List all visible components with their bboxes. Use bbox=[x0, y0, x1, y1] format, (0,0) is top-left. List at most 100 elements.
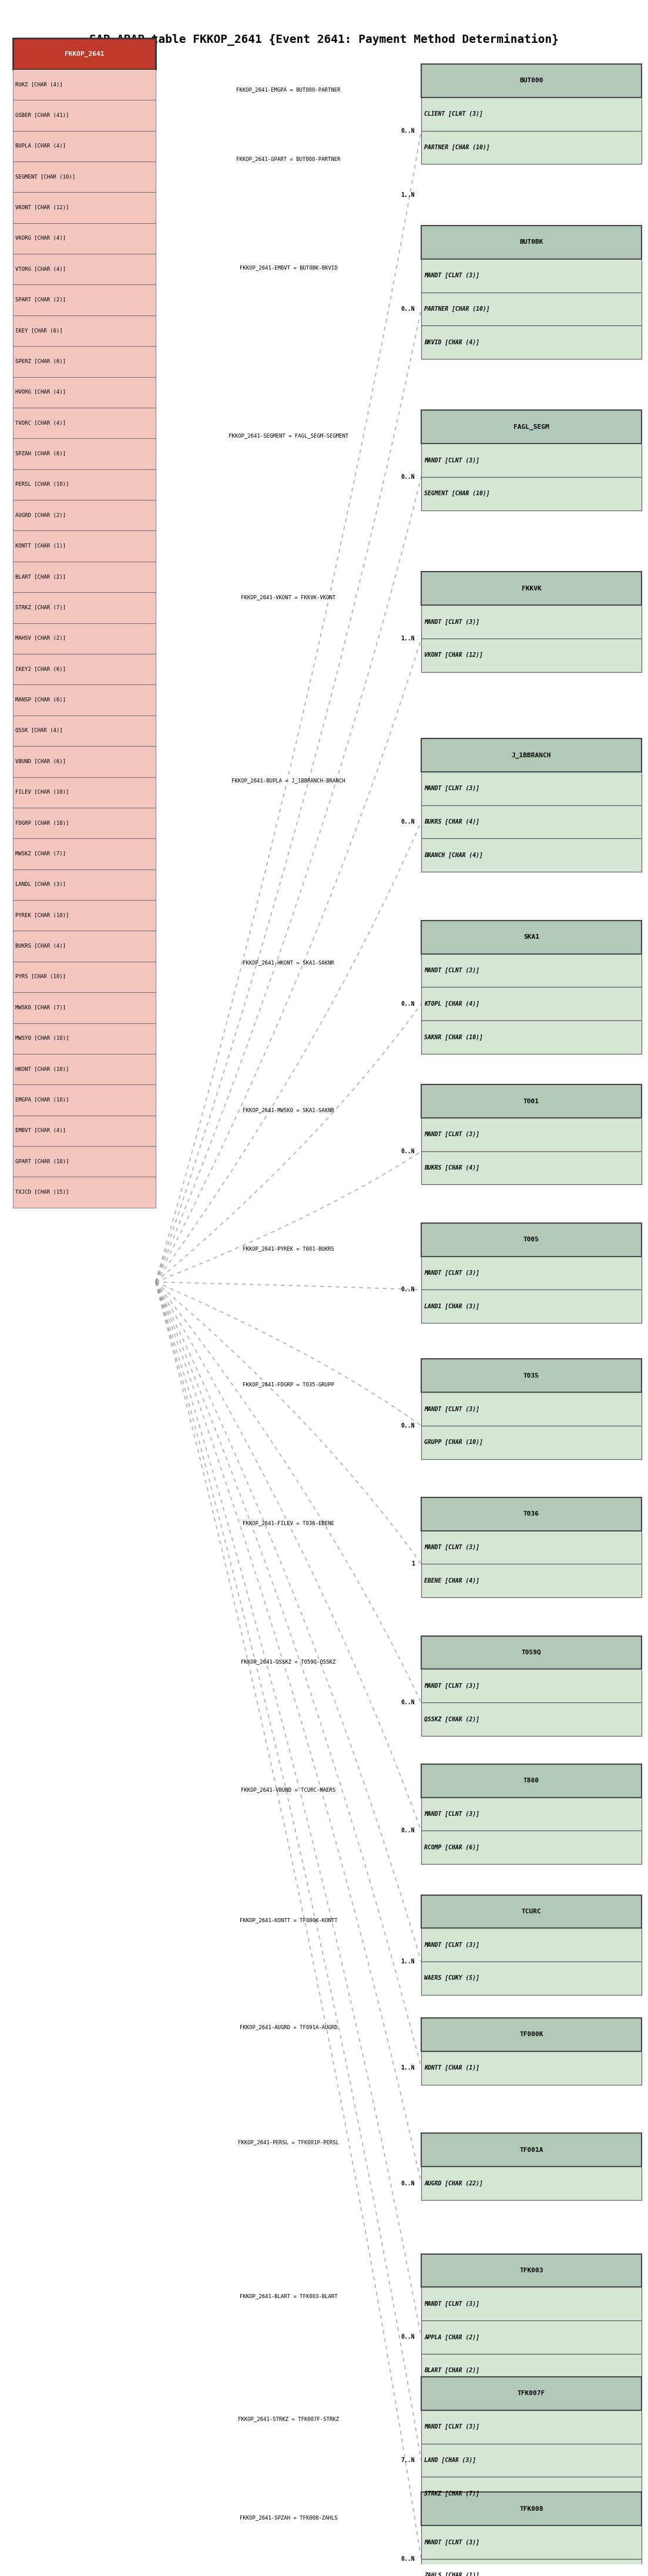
Text: 0..N: 0..N bbox=[401, 819, 415, 824]
FancyBboxPatch shape bbox=[421, 2321, 642, 2354]
FancyBboxPatch shape bbox=[13, 837, 156, 868]
Text: MANDT [CLNT (3)]: MANDT [CLNT (3)] bbox=[424, 969, 480, 974]
Text: FKKOP_2641-FDGRP = T035-GRUPP: FKKOP_2641-FDGRP = T035-GRUPP bbox=[242, 1381, 334, 1386]
Text: MWSK0 [CHAR (7)]: MWSK0 [CHAR (7)] bbox=[16, 1005, 66, 1010]
Text: SAP ABAP table FKKOP_2641 {Event 2641: Payment Method Determination}: SAP ABAP table FKKOP_2641 {Event 2641: P… bbox=[89, 33, 559, 46]
FancyBboxPatch shape bbox=[13, 100, 156, 131]
Text: MANDT [CLNT (3)]: MANDT [CLNT (3)] bbox=[424, 618, 480, 626]
Text: MANDT [CLNT (3)]: MANDT [CLNT (3)] bbox=[424, 1546, 480, 1551]
Text: CLIENT [CLNT (3)]: CLIENT [CLNT (3)] bbox=[424, 111, 483, 116]
Text: 0..N: 0..N bbox=[401, 129, 415, 134]
Text: RCOMP [CHAR (6)]: RCOMP [CHAR (6)] bbox=[424, 1844, 480, 1850]
Text: 0..N: 0..N bbox=[401, 1422, 415, 1430]
FancyBboxPatch shape bbox=[421, 2524, 642, 2558]
FancyBboxPatch shape bbox=[13, 407, 156, 438]
Text: EBENE [CHAR (4)]: EBENE [CHAR (4)] bbox=[424, 1577, 480, 1584]
FancyBboxPatch shape bbox=[421, 2287, 642, 2321]
Text: MANDT [CLNT (3)]: MANDT [CLNT (3)] bbox=[424, 1811, 480, 1816]
Text: FILEV [CHAR (10)]: FILEV [CHAR (10)] bbox=[16, 791, 69, 796]
FancyBboxPatch shape bbox=[421, 1636, 642, 1669]
Text: MANDT [CLNT (3)]: MANDT [CLNT (3)] bbox=[424, 786, 480, 791]
FancyBboxPatch shape bbox=[421, 443, 642, 477]
Text: FAGL_SEGM: FAGL_SEGM bbox=[513, 425, 550, 430]
Text: 0..N: 0..N bbox=[401, 2179, 415, 2187]
Text: GRUPP [CHAR (10)]: GRUPP [CHAR (10)] bbox=[424, 1440, 483, 1445]
Text: PYREK [CHAR (10)]: PYREK [CHAR (10)] bbox=[16, 912, 69, 917]
Text: FKKOP_2641-GPART = BUT000-PARTNER: FKKOP_2641-GPART = BUT000-PARTNER bbox=[237, 157, 340, 162]
FancyBboxPatch shape bbox=[13, 70, 156, 100]
FancyBboxPatch shape bbox=[421, 227, 642, 260]
Text: TXJCD [CHAR (15)]: TXJCD [CHAR (15)] bbox=[16, 1190, 69, 1195]
Text: HVORG [CHAR (4)]: HVORG [CHAR (4)] bbox=[16, 389, 66, 394]
Text: TCURC: TCURC bbox=[522, 1909, 541, 1914]
FancyBboxPatch shape bbox=[421, 131, 642, 165]
Text: KONTT [CHAR (1)]: KONTT [CHAR (1)] bbox=[16, 544, 66, 549]
Text: TVORC [CHAR (4)]: TVORC [CHAR (4)] bbox=[16, 420, 66, 425]
Text: 0..N: 0..N bbox=[401, 1149, 415, 1154]
Text: BUT000: BUT000 bbox=[520, 77, 543, 82]
FancyBboxPatch shape bbox=[421, 2133, 642, 2166]
FancyBboxPatch shape bbox=[13, 376, 156, 407]
FancyBboxPatch shape bbox=[421, 605, 642, 639]
Text: FKKOP_2641-BLART = TFK003-BLART: FKKOP_2641-BLART = TFK003-BLART bbox=[239, 2293, 338, 2298]
FancyBboxPatch shape bbox=[13, 39, 156, 70]
Text: FKKOP_2641-VBUND = TCURC-MAERS: FKKOP_2641-VBUND = TCURC-MAERS bbox=[241, 1788, 336, 1793]
Text: BLART [CHAR (2)]: BLART [CHAR (2)] bbox=[16, 574, 66, 580]
Text: MANDT [CLNT (3)]: MANDT [CLNT (3)] bbox=[424, 2300, 480, 2308]
FancyBboxPatch shape bbox=[13, 809, 156, 837]
Text: T001: T001 bbox=[524, 1097, 539, 1105]
Text: LANDL [CHAR (3)]: LANDL [CHAR (3)] bbox=[16, 881, 66, 886]
FancyBboxPatch shape bbox=[13, 531, 156, 562]
Text: 0..N: 0..N bbox=[401, 1829, 415, 1834]
Text: MANDT [CLNT (3)]: MANDT [CLNT (3)] bbox=[424, 1406, 480, 1412]
Text: BUPLA [CHAR (4)]: BUPLA [CHAR (4)] bbox=[16, 144, 66, 149]
Text: BKVID [CHAR (4)]: BKVID [CHAR (4)] bbox=[424, 340, 480, 345]
Text: FKKOP_2641-STRKZ = TFK007F-STRKZ: FKKOP_2641-STRKZ = TFK007F-STRKZ bbox=[238, 2416, 339, 2421]
Text: KTOPL [CHAR (4)]: KTOPL [CHAR (4)] bbox=[424, 1002, 480, 1007]
FancyBboxPatch shape bbox=[421, 2354, 642, 2388]
Text: 0..N: 0..N bbox=[401, 307, 415, 312]
FancyBboxPatch shape bbox=[13, 992, 156, 1023]
FancyBboxPatch shape bbox=[13, 469, 156, 500]
Text: SPZAH [CHAR (6)]: SPZAH [CHAR (6)] bbox=[16, 451, 66, 456]
Text: 1: 1 bbox=[411, 1561, 415, 1566]
FancyBboxPatch shape bbox=[13, 1084, 156, 1115]
Text: MWSKZ [CHAR (7)]: MWSKZ [CHAR (7)] bbox=[16, 850, 66, 855]
Text: FKKOP_2641-AUGRD = TF091A-AUGRD: FKKOP_2641-AUGRD = TF091A-AUGRD bbox=[239, 2025, 338, 2030]
Text: FKKOP_2641-EMGPA = BUT000-PARTNER: FKKOP_2641-EMGPA = BUT000-PARTNER bbox=[237, 88, 340, 93]
Text: FKKVK: FKKVK bbox=[522, 585, 541, 592]
Text: T005: T005 bbox=[524, 1236, 539, 1242]
Text: VTORG [CHAR (4)]: VTORG [CHAR (4)] bbox=[16, 265, 66, 273]
FancyBboxPatch shape bbox=[13, 438, 156, 469]
Text: TFK003: TFK003 bbox=[520, 2267, 543, 2275]
FancyBboxPatch shape bbox=[421, 2558, 642, 2576]
Text: ZAHLS [CHAR (1)]: ZAHLS [CHAR (1)] bbox=[424, 2573, 480, 2576]
Text: FKKOP_2641-EMBVT = BUT0BK-BKVID: FKKOP_2641-EMBVT = BUT0BK-BKVID bbox=[239, 265, 338, 270]
FancyBboxPatch shape bbox=[13, 623, 156, 654]
FancyBboxPatch shape bbox=[421, 1224, 642, 1257]
FancyBboxPatch shape bbox=[421, 291, 642, 325]
Text: FKKOP_2641-MWSK0 = SKA1-SAKNR: FKKOP_2641-MWSK0 = SKA1-SAKNR bbox=[242, 1108, 334, 1113]
Text: VBUND [CHAR (6)]: VBUND [CHAR (6)] bbox=[16, 760, 66, 765]
Text: PERSL [CHAR (10)]: PERSL [CHAR (10)] bbox=[16, 482, 69, 487]
Text: VKORG [CHAR (4)]: VKORG [CHAR (4)] bbox=[16, 237, 66, 242]
Text: MANSP [CHAR (6)]: MANSP [CHAR (6)] bbox=[16, 698, 66, 703]
FancyBboxPatch shape bbox=[421, 1497, 642, 1530]
Text: STRKZ [CHAR (7)]: STRKZ [CHAR (7)] bbox=[424, 2491, 480, 2496]
Text: 0..N: 0..N bbox=[401, 2555, 415, 2563]
FancyBboxPatch shape bbox=[13, 1054, 156, 1084]
FancyBboxPatch shape bbox=[421, 1669, 642, 1703]
Text: FKKOP_2641-BUPLA = J_1BBRANCH-BRANCH: FKKOP_2641-BUPLA = J_1BBRANCH-BRANCH bbox=[231, 778, 345, 783]
FancyBboxPatch shape bbox=[421, 1798, 642, 1832]
Text: STRKZ [CHAR (7)]: STRKZ [CHAR (7)] bbox=[16, 605, 66, 611]
FancyBboxPatch shape bbox=[13, 1177, 156, 1208]
Text: T059Q: T059Q bbox=[522, 1649, 541, 1656]
Text: GSBER [CHAR (41)]: GSBER [CHAR (41)] bbox=[16, 113, 69, 118]
FancyBboxPatch shape bbox=[421, 1832, 642, 1865]
Text: FKKOP_2641-VKONT = FKKVK-VKONT: FKKOP_2641-VKONT = FKKVK-VKONT bbox=[241, 595, 336, 600]
Text: APPLA [CHAR (2)]: APPLA [CHAR (2)] bbox=[424, 2334, 480, 2339]
Text: SEGMENT [CHAR (10)]: SEGMENT [CHAR (10)] bbox=[16, 175, 76, 180]
Text: MANDT [CLNT (3)]: MANDT [CLNT (3)] bbox=[424, 1270, 480, 1275]
Text: GPART [CHAR (10)]: GPART [CHAR (10)] bbox=[16, 1159, 69, 1164]
FancyBboxPatch shape bbox=[421, 410, 642, 443]
